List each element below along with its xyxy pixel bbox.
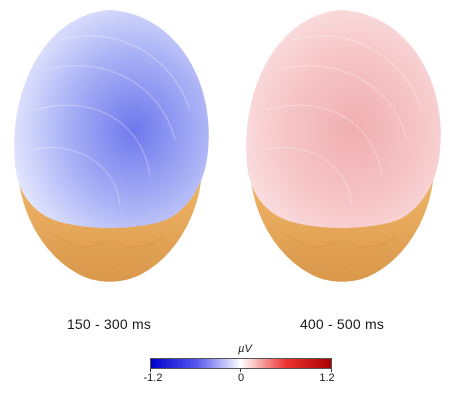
- colorbar-tick-mid: [240, 369, 241, 372]
- colorbar-unit: µV: [238, 343, 252, 355]
- head-map-left: [14, 10, 209, 282]
- scalp-map: [246, 10, 441, 228]
- contour-lines: [261, 35, 423, 206]
- colorbar-tick-max: [331, 369, 332, 372]
- colorbar-min-label: -1.2: [143, 372, 163, 384]
- colorbar-gradient: [150, 358, 332, 369]
- facial-features: [54, 234, 166, 269]
- facial-features: [286, 234, 398, 269]
- scalp-map: [14, 10, 209, 228]
- colorbar-mid-label: 0: [237, 372, 245, 384]
- head-map-right: [246, 10, 441, 282]
- colorbar-tick-min: [150, 369, 151, 372]
- caption-right: 400 - 500 ms: [299, 316, 385, 332]
- contour-lines: [29, 35, 191, 206]
- colorbar-max-label: 1.2: [319, 372, 335, 384]
- colorbar-legend: µV -1.2 0 1.2: [144, 343, 335, 391]
- caption-left: 150 - 300 ms: [66, 316, 152, 332]
